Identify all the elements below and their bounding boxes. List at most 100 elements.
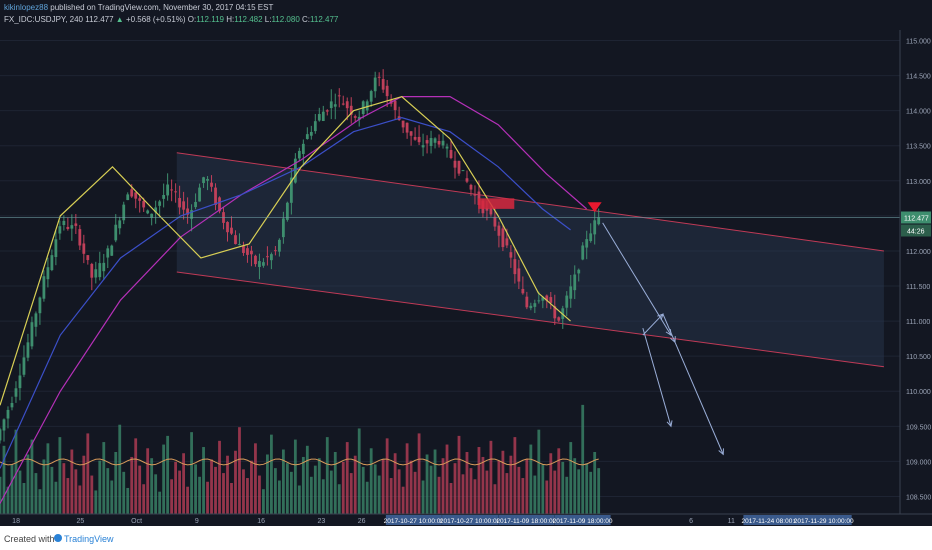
candle-body — [18, 375, 22, 389]
volume-bar — [409, 460, 413, 514]
volume-bar — [174, 461, 178, 514]
volume-bar — [465, 452, 469, 514]
y-tick-label: 113.000 — [906, 179, 931, 186]
candle-body — [357, 116, 361, 120]
candle-body — [166, 184, 170, 196]
volume-bar — [321, 479, 325, 514]
candle-body — [309, 131, 313, 136]
date-label-badge — [442, 515, 499, 525]
candle-body — [30, 322, 34, 347]
volume-bar — [349, 473, 353, 514]
volume-bar — [297, 485, 301, 514]
volume-bar — [573, 458, 577, 514]
candle-body — [517, 268, 521, 282]
symbol-label[interactable]: FX_IDC:USDJPY, 240 — [4, 15, 83, 24]
tradingview-brand-link[interactable]: TradingView — [64, 534, 114, 544]
volume-bar — [305, 445, 309, 514]
tradingview-logo-icon — [54, 534, 62, 542]
volume-bar — [162, 444, 166, 514]
candle-body — [174, 191, 178, 193]
date-label-badge — [498, 515, 555, 525]
volume-bar — [98, 460, 102, 514]
volume-bar — [38, 489, 42, 514]
volume-bar — [533, 475, 537, 514]
chart-canvas[interactable]: 115.000114.500114.000113.500113.000112.5… — [0, 30, 932, 526]
candle-body — [349, 105, 353, 115]
candle-body — [509, 252, 513, 258]
candle-body — [146, 210, 150, 214]
candle-body — [194, 201, 197, 208]
candle-body — [553, 306, 557, 319]
candle-body — [329, 101, 333, 109]
volume-bar — [353, 455, 357, 514]
volume-bar — [178, 470, 182, 514]
volume-bar — [597, 468, 601, 514]
volume-bar — [78, 485, 82, 514]
candle-body — [489, 208, 493, 215]
volume-bar — [266, 454, 269, 514]
candle-body — [242, 246, 245, 253]
volume-bar — [373, 464, 377, 514]
candle-body — [281, 218, 285, 238]
candle-body — [98, 263, 102, 278]
volume-bar — [389, 478, 393, 514]
volume-bar — [170, 479, 174, 514]
volume-bar — [94, 490, 98, 514]
volume-bar — [361, 466, 365, 514]
close-label: C: — [302, 15, 311, 24]
volume-bar — [10, 464, 14, 514]
volume-bar — [585, 463, 589, 514]
volume-bar — [154, 474, 158, 514]
volume-bar — [405, 443, 409, 514]
candle-body — [78, 229, 82, 246]
volume-bar — [517, 466, 521, 514]
volume-bar — [194, 464, 197, 514]
volume-bar — [142, 484, 146, 514]
volume-bar — [86, 433, 90, 514]
candle-body — [106, 248, 110, 258]
volume-bar — [54, 481, 58, 514]
last-price-badge — [901, 211, 931, 224]
candle-body — [42, 276, 46, 299]
projection-arrow-line — [602, 222, 672, 336]
candle-body — [114, 224, 118, 241]
volume-bar — [469, 468, 473, 514]
candle-body — [58, 226, 62, 234]
candle-body — [234, 235, 237, 245]
volume-bar — [313, 465, 317, 514]
volume-bar — [529, 444, 533, 514]
candle-body — [118, 220, 122, 229]
candle-body — [6, 409, 10, 419]
price-chart[interactable]: 115.000114.500114.000113.500113.000112.5… — [0, 30, 932, 526]
candle-body — [54, 239, 58, 258]
candle-body — [457, 160, 461, 174]
volume-bar — [30, 439, 34, 514]
y-tick-label: 114.500 — [906, 74, 931, 81]
candle-body — [38, 297, 42, 314]
volume-bar — [453, 463, 457, 514]
author-name[interactable]: kikinlopez88 — [4, 3, 49, 12]
candle-body — [413, 137, 417, 140]
volume-bar — [553, 470, 557, 514]
date-label-badge — [743, 515, 800, 525]
candle-body — [497, 225, 501, 236]
volume-bar — [90, 475, 94, 514]
candle-body — [130, 189, 134, 197]
candle-body — [94, 269, 98, 278]
volume-bar — [6, 486, 10, 514]
candle-body — [254, 255, 257, 265]
volume-bar — [254, 443, 257, 514]
candle-body — [210, 182, 213, 187]
candle-body — [341, 103, 345, 105]
candle-body — [226, 222, 229, 233]
candle-body — [581, 245, 585, 260]
candle-body — [126, 194, 130, 201]
candle-body — [597, 217, 601, 225]
volume-bar — [481, 456, 485, 514]
volume-bar — [401, 486, 405, 514]
candle-body — [385, 85, 389, 97]
candle-body — [10, 402, 14, 408]
volume-bar — [449, 483, 453, 514]
volume-bar — [138, 465, 142, 514]
candle-body — [485, 208, 489, 211]
